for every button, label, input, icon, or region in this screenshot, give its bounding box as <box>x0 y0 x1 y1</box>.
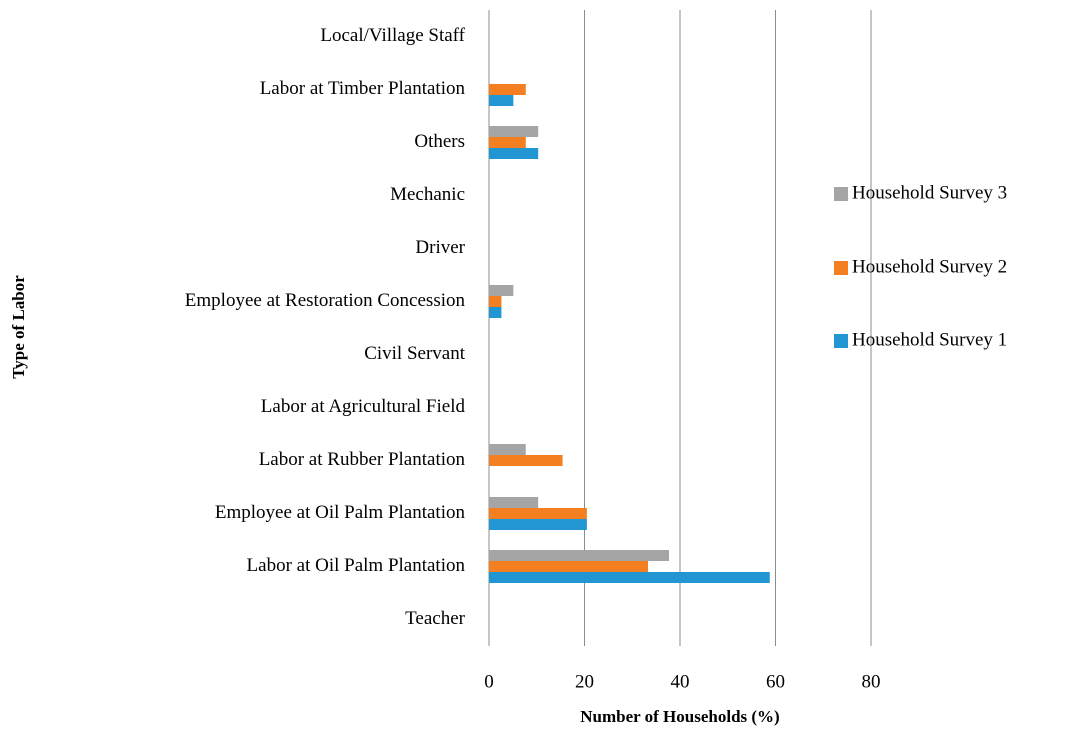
y-tick-label: Labor at Timber Plantation <box>260 78 466 99</box>
y-tick-label: Employee at Restoration Concession <box>185 290 466 311</box>
y-tick-label: Local/Village Staff <box>320 25 465 46</box>
x-tick-label: 40 <box>671 671 690 692</box>
y-axis-title: Type of Labor <box>9 275 28 379</box>
bar <box>489 126 539 137</box>
bar <box>489 148 539 159</box>
bar <box>489 508 587 519</box>
x-tick-label: 20 <box>575 671 594 692</box>
legend-swatch <box>834 261 848 275</box>
bar <box>489 550 670 561</box>
y-tick-label: Teacher <box>405 608 466 629</box>
bar <box>489 296 502 307</box>
bar <box>489 285 514 296</box>
bar <box>489 519 587 530</box>
y-tick-label: Labor at Oil Palm Plantation <box>247 555 466 576</box>
bar <box>489 307 502 318</box>
y-tick-label: Civil Servant <box>364 343 466 364</box>
x-tick-label: 0 <box>484 671 494 692</box>
y-tick-label: Labor at Agricultural Field <box>261 396 466 417</box>
bar <box>489 137 526 148</box>
bar <box>489 444 526 455</box>
bar <box>489 561 649 572</box>
bar <box>489 84 526 95</box>
y-tick-label: Labor at Rubber Plantation <box>259 449 466 470</box>
bar <box>489 95 514 106</box>
y-tick-label: Others <box>414 131 465 152</box>
y-tick-label: Driver <box>415 237 465 258</box>
bar <box>489 497 539 508</box>
y-tick-label: Employee at Oil Palm Plantation <box>215 502 466 523</box>
x-tick-label: 60 <box>766 671 785 692</box>
bar <box>489 455 563 466</box>
legend-swatch <box>834 187 848 201</box>
bar <box>489 572 770 583</box>
legend-label: Household Survey 2 <box>852 256 1007 277</box>
legend-label: Household Survey 3 <box>852 182 1007 203</box>
x-tick-label: 80 <box>862 671 881 692</box>
legend-label: Household Survey 1 <box>852 329 1007 350</box>
y-tick-label: Mechanic <box>390 184 465 205</box>
x-axis-title: Number of Households (%) <box>580 707 779 726</box>
legend-swatch <box>834 334 848 348</box>
